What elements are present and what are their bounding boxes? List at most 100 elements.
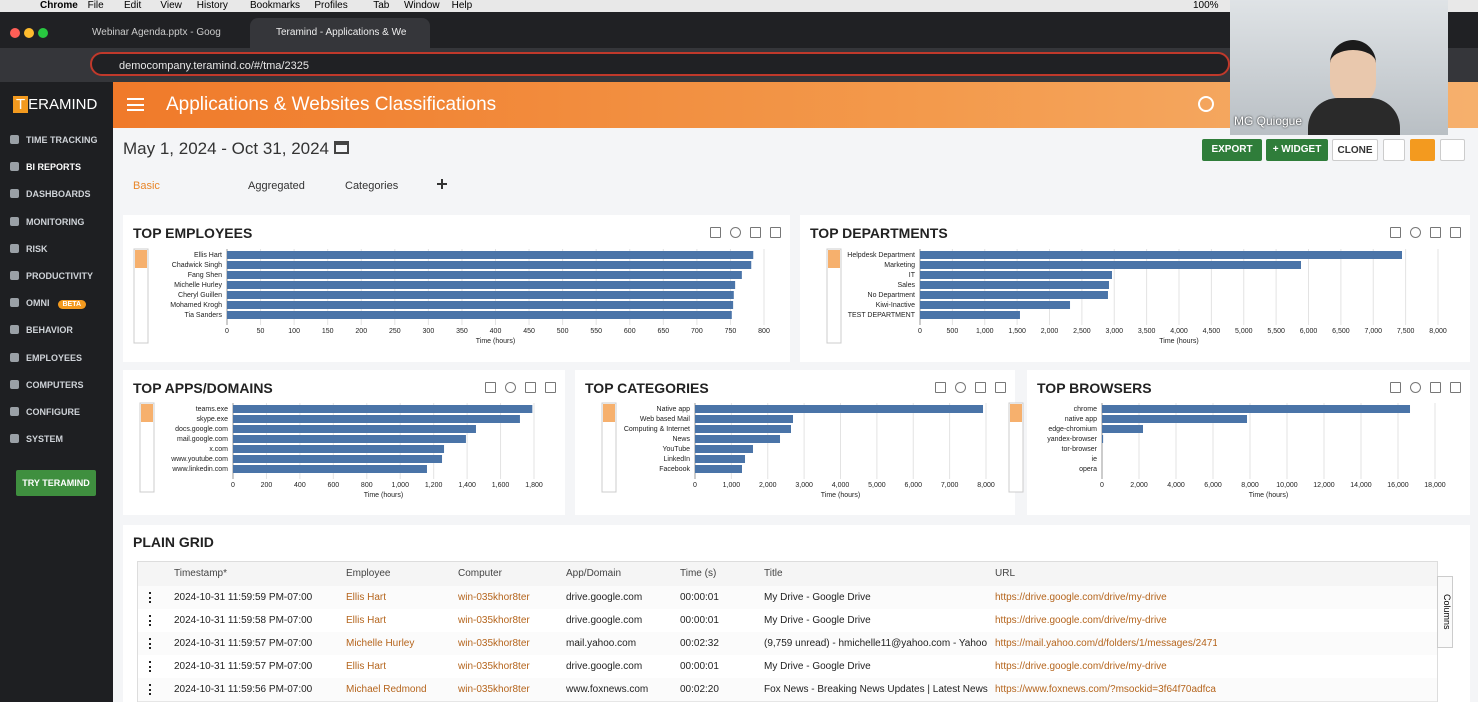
column-header[interactable]: Time (s) bbox=[680, 568, 717, 579]
close-icon[interactable] bbox=[545, 382, 556, 393]
column-header[interactable]: App/Domain bbox=[566, 568, 622, 579]
menu-item[interactable]: Bookmarks bbox=[250, 0, 301, 11]
nav-item[interactable]: OMNI BETA bbox=[10, 298, 87, 310]
menu-icon[interactable] bbox=[127, 98, 144, 111]
edit-button[interactable] bbox=[1410, 139, 1435, 161]
settings-icon[interactable] bbox=[730, 227, 741, 238]
tab[interactable]: Webinar Agenda.pptx - Goog bbox=[68, 18, 244, 48]
omnibox[interactable]: democompany.teramind.co/#/tma/2325 bbox=[90, 52, 1230, 76]
cell[interactable]: Michelle Hurley bbox=[346, 638, 415, 649]
row-menu[interactable] bbox=[149, 592, 153, 603]
nav-item[interactable]: BI REPORTS bbox=[10, 162, 81, 172]
nav-item[interactable]: EMPLOYEES bbox=[10, 352, 83, 363]
column-header[interactable]: Computer bbox=[458, 568, 502, 579]
menu-item[interactable]: History bbox=[196, 0, 228, 11]
menu-item[interactable]: Tab bbox=[373, 0, 390, 11]
copy-icon[interactable] bbox=[1390, 382, 1401, 393]
clone-button[interactable]: CLONE bbox=[1332, 139, 1378, 161]
filter-icon[interactable] bbox=[1430, 227, 1441, 238]
calendar-icon[interactable] bbox=[334, 141, 349, 154]
nav-item[interactable]: RISK bbox=[10, 243, 48, 254]
cell: 2024-10-31 11:59:57 PM-07:00 bbox=[174, 638, 313, 649]
filter-icon[interactable] bbox=[1430, 382, 1441, 393]
settings-icon[interactable] bbox=[955, 382, 966, 393]
nav-item[interactable]: DASHBOARDS bbox=[10, 189, 91, 199]
column-header[interactable]: URL bbox=[995, 568, 1016, 579]
widget-title: TOP APPS/DOMAINS bbox=[133, 380, 273, 396]
cell[interactable]: https://drive.google.com/drive/my-drive bbox=[995, 661, 1167, 672]
nav-item[interactable]: TIME TRACKING bbox=[10, 135, 98, 145]
column-header[interactable]: Employee bbox=[346, 568, 391, 579]
filter-button[interactable] bbox=[1440, 139, 1465, 161]
copy-icon[interactable] bbox=[485, 382, 496, 393]
nav-item[interactable]: COMPUTERS bbox=[10, 379, 84, 390]
copy-icon[interactable] bbox=[1390, 227, 1401, 238]
column-header[interactable]: Timestamp* bbox=[174, 568, 227, 579]
close-icon[interactable] bbox=[995, 382, 1006, 393]
tab-active[interactable]: Teramind - Applications & We bbox=[250, 18, 430, 48]
cell: 00:02:32 bbox=[680, 638, 719, 649]
menu-item[interactable]: Edit bbox=[124, 0, 142, 11]
cell[interactable]: Ellis Hart bbox=[346, 592, 387, 603]
cell[interactable]: https://drive.google.com/drive/my-drive bbox=[995, 592, 1167, 603]
widget: TOP APPS/DOMAINS bbox=[123, 370, 565, 515]
row-menu[interactable] bbox=[149, 615, 153, 626]
menu-item[interactable]: File bbox=[87, 0, 104, 11]
settings-icon[interactable] bbox=[1410, 227, 1421, 238]
settings-icon[interactable] bbox=[1410, 382, 1421, 393]
settings-button[interactable] bbox=[1383, 139, 1405, 161]
cell[interactable]: Michael Redmond bbox=[346, 684, 427, 695]
column-header[interactable]: Title bbox=[764, 568, 783, 579]
nav-item[interactable]: BEHAVIOR bbox=[10, 325, 73, 335]
menu-item[interactable]: Help bbox=[451, 0, 473, 11]
nav-item[interactable]: CONFIGURE bbox=[10, 407, 80, 417]
cell[interactable]: https://www.foxnews.com/?msockid=3f64f70… bbox=[995, 684, 1216, 695]
search-icon[interactable] bbox=[1198, 96, 1214, 112]
report-tab-active[interactable]: Basic bbox=[133, 180, 160, 192]
nav-icon bbox=[10, 135, 19, 144]
nav-item[interactable]: PRODUCTIVITY bbox=[10, 271, 93, 281]
widget-button[interactable]: + WIDGET bbox=[1266, 139, 1328, 161]
row-menu[interactable] bbox=[149, 638, 153, 649]
menu-item[interactable]: Window bbox=[404, 0, 440, 11]
columns-panel-toggle[interactable]: Columns bbox=[1437, 576, 1453, 648]
row-menu[interactable] bbox=[149, 661, 153, 672]
cell: win-035khor8ter bbox=[458, 592, 530, 603]
menu-item[interactable]: View bbox=[160, 0, 182, 11]
nav-item[interactable]: SYSTEM bbox=[10, 434, 63, 444]
logo-text: ERAMIND bbox=[28, 96, 98, 113]
cell[interactable]: Ellis Hart bbox=[346, 661, 387, 672]
nav-label: OMNI bbox=[26, 298, 50, 309]
menu-item[interactable]: Chrome bbox=[40, 0, 78, 11]
cell: drive.google.com bbox=[566, 615, 643, 626]
close-icon[interactable] bbox=[1450, 227, 1461, 238]
copy-icon[interactable] bbox=[710, 227, 721, 238]
menu-item[interactable]: Profiles bbox=[314, 0, 348, 11]
button-label: TRY TERAMIND bbox=[22, 478, 90, 488]
cell[interactable]: https://drive.google.com/drive/my-drive bbox=[995, 615, 1167, 626]
close-icon[interactable] bbox=[770, 227, 781, 238]
report-tab[interactable]: Categories bbox=[345, 180, 399, 192]
tab-label: Webinar Agenda.pptx - Goog bbox=[92, 27, 221, 38]
report-tab[interactable]: Aggregated bbox=[248, 180, 305, 192]
cell: win-035khor8ter bbox=[458, 638, 530, 649]
copy-icon[interactable] bbox=[935, 382, 946, 393]
settings-icon[interactable] bbox=[505, 382, 516, 393]
nav-item[interactable]: MONITORING bbox=[10, 216, 84, 227]
widget-title: TOP BROWSERS bbox=[1037, 380, 1152, 396]
cell: 00:00:01 bbox=[680, 592, 719, 603]
filter-icon[interactable] bbox=[525, 382, 536, 393]
row bbox=[138, 586, 1437, 610]
export-button[interactable]: EXPORT bbox=[1202, 139, 1262, 161]
filter-icon[interactable] bbox=[750, 227, 761, 238]
close-icon[interactable] bbox=[1450, 382, 1461, 393]
nav-label: EMPLOYEES bbox=[26, 352, 83, 363]
filter-icon[interactable] bbox=[975, 382, 986, 393]
cell[interactable]: Ellis Hart bbox=[346, 615, 387, 626]
os-menu-bar: Chrome File Edit View History Bookmarks Profil… bbox=[0, 0, 1478, 12]
row-menu[interactable] bbox=[149, 684, 153, 695]
cell[interactable]: https://mail.yahoo.com/d/folders/1/messa… bbox=[995, 638, 1217, 649]
add-tab-icon[interactable] bbox=[437, 179, 447, 189]
date-range[interactable]: May 1, 2024 - Oct 31, 2024 bbox=[123, 139, 330, 158]
try-button[interactable]: TRY TERAMIND bbox=[16, 470, 96, 496]
